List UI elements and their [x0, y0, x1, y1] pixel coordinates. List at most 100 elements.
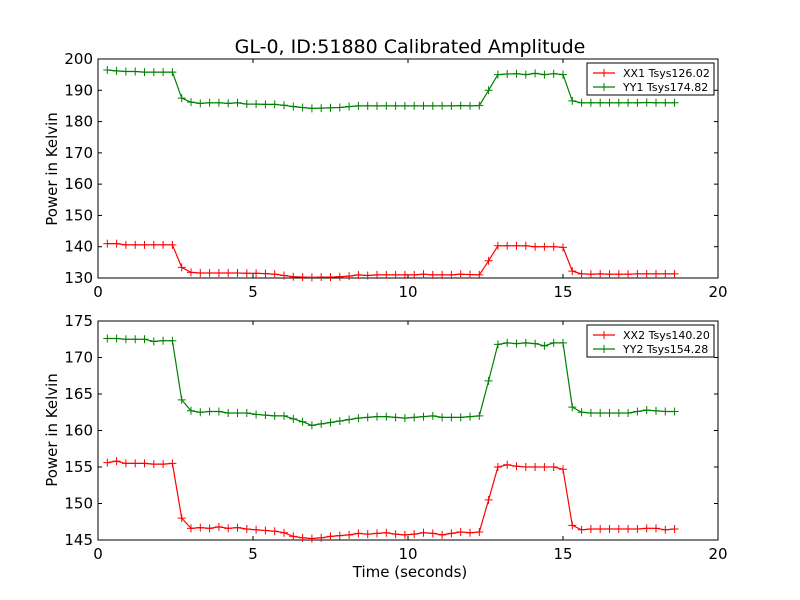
data-point	[317, 533, 326, 542]
data-point	[661, 407, 670, 416]
data-point	[187, 98, 195, 107]
data-point	[400, 270, 409, 279]
data-point	[242, 100, 251, 109]
data-point	[354, 270, 363, 279]
y-tick-label: 155	[64, 458, 93, 476]
data-point	[503, 460, 512, 469]
data-point	[168, 68, 177, 77]
data-point	[652, 406, 660, 415]
data-point	[382, 528, 391, 537]
data-point	[382, 101, 391, 110]
data-point	[317, 419, 326, 428]
plot-area-top: 0 5 10 15 20 130 140 150 160 170 180 190 200 XX1 Tsys…	[64, 50, 727, 301]
data-point	[261, 411, 270, 420]
data-point	[456, 270, 465, 279]
data-point	[298, 533, 307, 542]
data-point	[214, 522, 223, 531]
y-tick-label: 170	[64, 144, 93, 162]
legend-box	[586, 324, 715, 358]
y-axis-label-bottom: Power in Kelvin	[43, 373, 61, 487]
data-point	[373, 101, 381, 110]
y-tick-label: 175	[64, 312, 93, 330]
data-point	[512, 339, 521, 348]
data-point	[112, 66, 121, 75]
data-point	[633, 525, 642, 534]
data-point	[586, 525, 595, 534]
data-point	[447, 101, 456, 110]
x-tick-label: 20	[708, 283, 727, 301]
data-point	[354, 414, 363, 423]
x-tick-label: 15	[553, 283, 572, 301]
data-point	[131, 335, 140, 344]
data-point	[577, 98, 586, 107]
data-point	[140, 459, 149, 468]
data-point	[568, 267, 577, 276]
data-point	[121, 335, 130, 344]
x-tick-label: 10	[398, 545, 417, 563]
data-point	[549, 242, 558, 251]
data-point	[112, 457, 121, 466]
x-tick-label: 20	[708, 545, 727, 563]
data-point	[466, 101, 474, 110]
legend-marker	[600, 83, 608, 91]
data-point	[428, 101, 437, 110]
data-point	[447, 529, 456, 538]
x-axis-label-bottom: Time (seconds)	[352, 563, 468, 581]
data-point	[568, 96, 577, 105]
series-xx2	[103, 457, 679, 543]
data-point	[596, 408, 605, 417]
y-tick-label: 200	[64, 50, 93, 68]
data-point	[177, 263, 186, 272]
legend-marker	[600, 345, 608, 353]
legend-marker	[600, 69, 608, 77]
data-point	[614, 408, 623, 417]
data-point	[261, 526, 270, 535]
data-point	[410, 413, 419, 422]
data-point	[270, 411, 279, 420]
legend-item: XX1 Tsys126.02	[593, 67, 710, 80]
data-point	[112, 239, 121, 248]
data-point	[103, 239, 112, 248]
data-point	[363, 271, 372, 280]
data-point	[103, 458, 112, 467]
data-point	[596, 525, 605, 534]
data-point	[493, 70, 502, 79]
x-tick-label: 15	[553, 545, 572, 563]
data-point	[633, 269, 642, 278]
data-point	[531, 242, 540, 251]
data-point	[233, 268, 242, 277]
data-point	[103, 65, 112, 74]
data-point	[531, 339, 540, 348]
data-point	[159, 336, 168, 345]
data-point	[391, 270, 400, 279]
data-point	[419, 270, 428, 279]
data-point	[475, 270, 484, 279]
data-point	[252, 269, 261, 278]
data-point	[270, 527, 279, 536]
data-point	[447, 413, 456, 422]
data-point	[503, 338, 512, 347]
data-point	[642, 98, 651, 107]
data-point	[317, 104, 326, 113]
legend-label: YY2 Tsys154.28	[622, 343, 708, 356]
legend-marker	[600, 331, 608, 339]
data-point	[475, 411, 484, 420]
data-point	[177, 514, 186, 523]
chart-bottom: 0 5 10 15 20 145 150 155 160 165 170 175 XX2 Tsys140…	[43, 312, 728, 581]
data-point	[428, 529, 437, 538]
data-point	[280, 528, 288, 537]
data-point	[205, 268, 214, 277]
data-point	[317, 273, 326, 282]
data-point	[642, 524, 651, 533]
data-point	[252, 525, 261, 534]
data-point	[614, 525, 623, 534]
data-point	[624, 525, 633, 534]
data-point	[233, 408, 242, 417]
data-point	[224, 524, 233, 533]
data-point	[289, 102, 298, 111]
data-point	[382, 270, 391, 279]
data-point	[503, 70, 512, 79]
data-point	[270, 270, 279, 279]
data-point	[670, 269, 679, 278]
data-point	[307, 273, 316, 282]
